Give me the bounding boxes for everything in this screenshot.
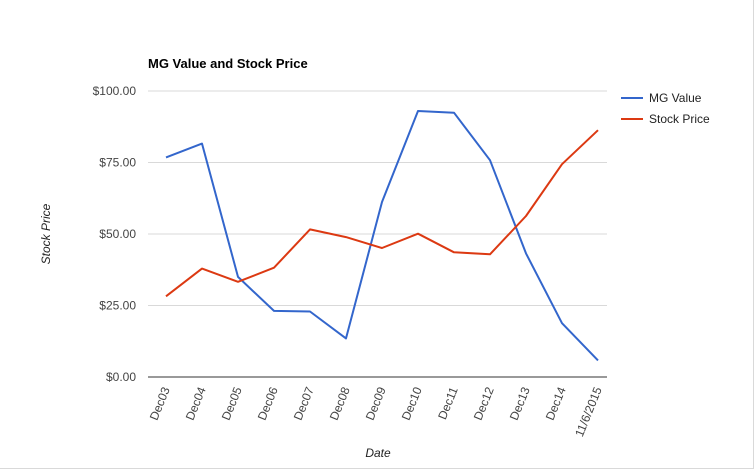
y-tick-label: $50.00 — [99, 227, 136, 241]
x-tick-label: Dec14 — [543, 385, 569, 423]
x-tick-label: 11/6/2015 — [572, 385, 605, 439]
x-tick-label: Dec04 — [183, 385, 209, 423]
x-tick-label: Dec10 — [399, 385, 425, 423]
y-tick-label: $25.00 — [99, 299, 136, 313]
legend-label: Stock Price — [649, 112, 710, 126]
y-axis-ticks: $0.00 $25.00 $50.00 $75.00 $100.00 — [93, 84, 137, 384]
series-lines — [165, 110, 599, 362]
x-tick-label: Dec05 — [219, 385, 245, 423]
y-tick-label: $75.00 — [99, 156, 136, 170]
legend: MG Value Stock Price — [621, 91, 710, 126]
y-tick-label: $100.00 — [93, 84, 137, 98]
chart-title: MG Value and Stock Price — [148, 56, 308, 71]
x-tick-label: Dec07 — [291, 385, 317, 423]
x-tick-label: Dec09 — [363, 385, 389, 423]
x-tick-label: Dec11 — [435, 385, 461, 422]
x-tick-label: Dec12 — [471, 385, 497, 423]
series-line-1 — [165, 129, 599, 298]
legend-label: MG Value — [649, 91, 702, 105]
x-axis-ticks: Dec03 Dec04 Dec05 Dec06 Dec07 Dec08 Dec09 Dec10… — [147, 385, 605, 439]
series-line-0 — [165, 110, 599, 362]
x-tick-label: Dec03 — [147, 385, 173, 423]
gridlines — [148, 90, 607, 306]
x-tick-label: Dec08 — [327, 385, 353, 423]
x-tick-label: Dec06 — [255, 385, 281, 423]
x-tick-label: Dec13 — [507, 385, 533, 423]
y-axis-title: Stock Price — [39, 203, 53, 264]
y-tick-label: $0.00 — [106, 370, 136, 384]
x-axis-title: Date — [365, 446, 391, 460]
